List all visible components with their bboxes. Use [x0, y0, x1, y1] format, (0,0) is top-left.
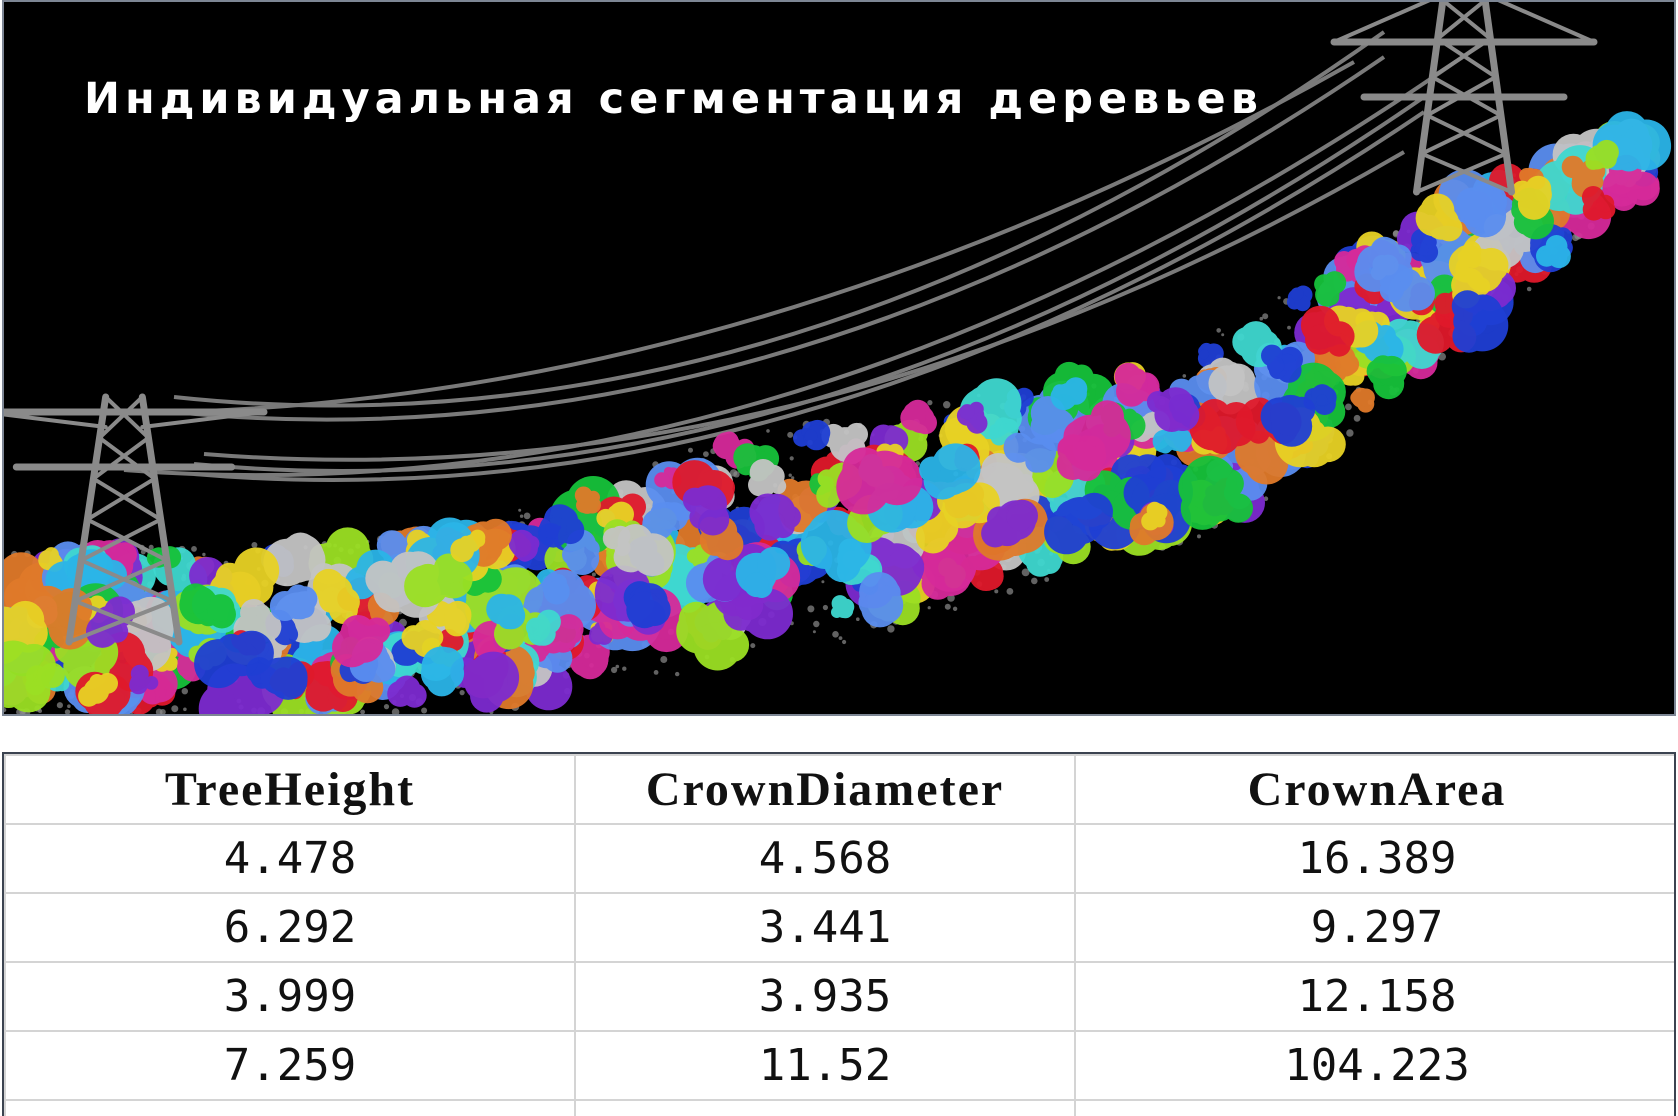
cell-tree-height: 3.100: [4, 1099, 576, 1116]
table-row[interactable]: 7.259 11.52 104.223: [4, 1030, 1674, 1101]
cell-crown-diameter: 4.568: [574, 823, 1076, 894]
segmented-tree-crowns: [4, 111, 1672, 714]
table-row[interactable]: 6.292 3.441 9.297: [4, 892, 1674, 963]
cell-crown-area: 12.158: [1074, 961, 1674, 1032]
column-header-crown-diameter[interactable]: CrownDiameter: [574, 754, 1076, 825]
table-row[interactable]: 4.478 4.568 16.389: [4, 823, 1674, 894]
cell-tree-height: 4.478: [4, 823, 576, 894]
cell-tree-height: 7.259: [4, 1030, 576, 1101]
cell-tree-height: 6.292: [4, 892, 576, 963]
point-cloud-scene: [4, 2, 1672, 714]
attribute-table: TreeHeight CrownDiameter CrownArea 4.478…: [4, 754, 1674, 1116]
transmission-tower-left-icon: [4, 393, 268, 646]
cell-crown-area: 104.223: [1074, 1030, 1674, 1101]
cell-crown-area: 16.389: [1074, 823, 1674, 894]
column-header-tree-height[interactable]: TreeHeight: [4, 754, 576, 825]
transmission-tower-right-icon: [1330, 2, 1598, 196]
cell-crown-area: 22.701: [1074, 1099, 1674, 1116]
cell-crown-diameter: 7.891: [574, 1099, 1076, 1116]
tree-attribute-table: TreeHeight CrownDiameter CrownArea 4.478…: [2, 752, 1676, 1116]
table-row[interactable]: 3.100 7.891 22.701: [4, 1099, 1674, 1116]
cell-crown-diameter: 3.935: [574, 961, 1076, 1032]
point-cloud-viewport[interactable]: Индивидуальная сегментация деревьев: [2, 0, 1676, 716]
table-row[interactable]: 3.999 3.935 12.158: [4, 961, 1674, 1032]
cell-crown-area: 9.297: [1074, 892, 1674, 963]
viewport-title: Индивидуальная сегментация деревьев: [84, 74, 1263, 124]
table-header-row: TreeHeight CrownDiameter CrownArea: [4, 754, 1674, 825]
cell-tree-height: 3.999: [4, 961, 576, 1032]
cell-crown-diameter: 11.52: [574, 1030, 1076, 1101]
column-header-crown-area[interactable]: CrownArea: [1074, 754, 1674, 825]
cell-crown-diameter: 3.441: [574, 892, 1076, 963]
